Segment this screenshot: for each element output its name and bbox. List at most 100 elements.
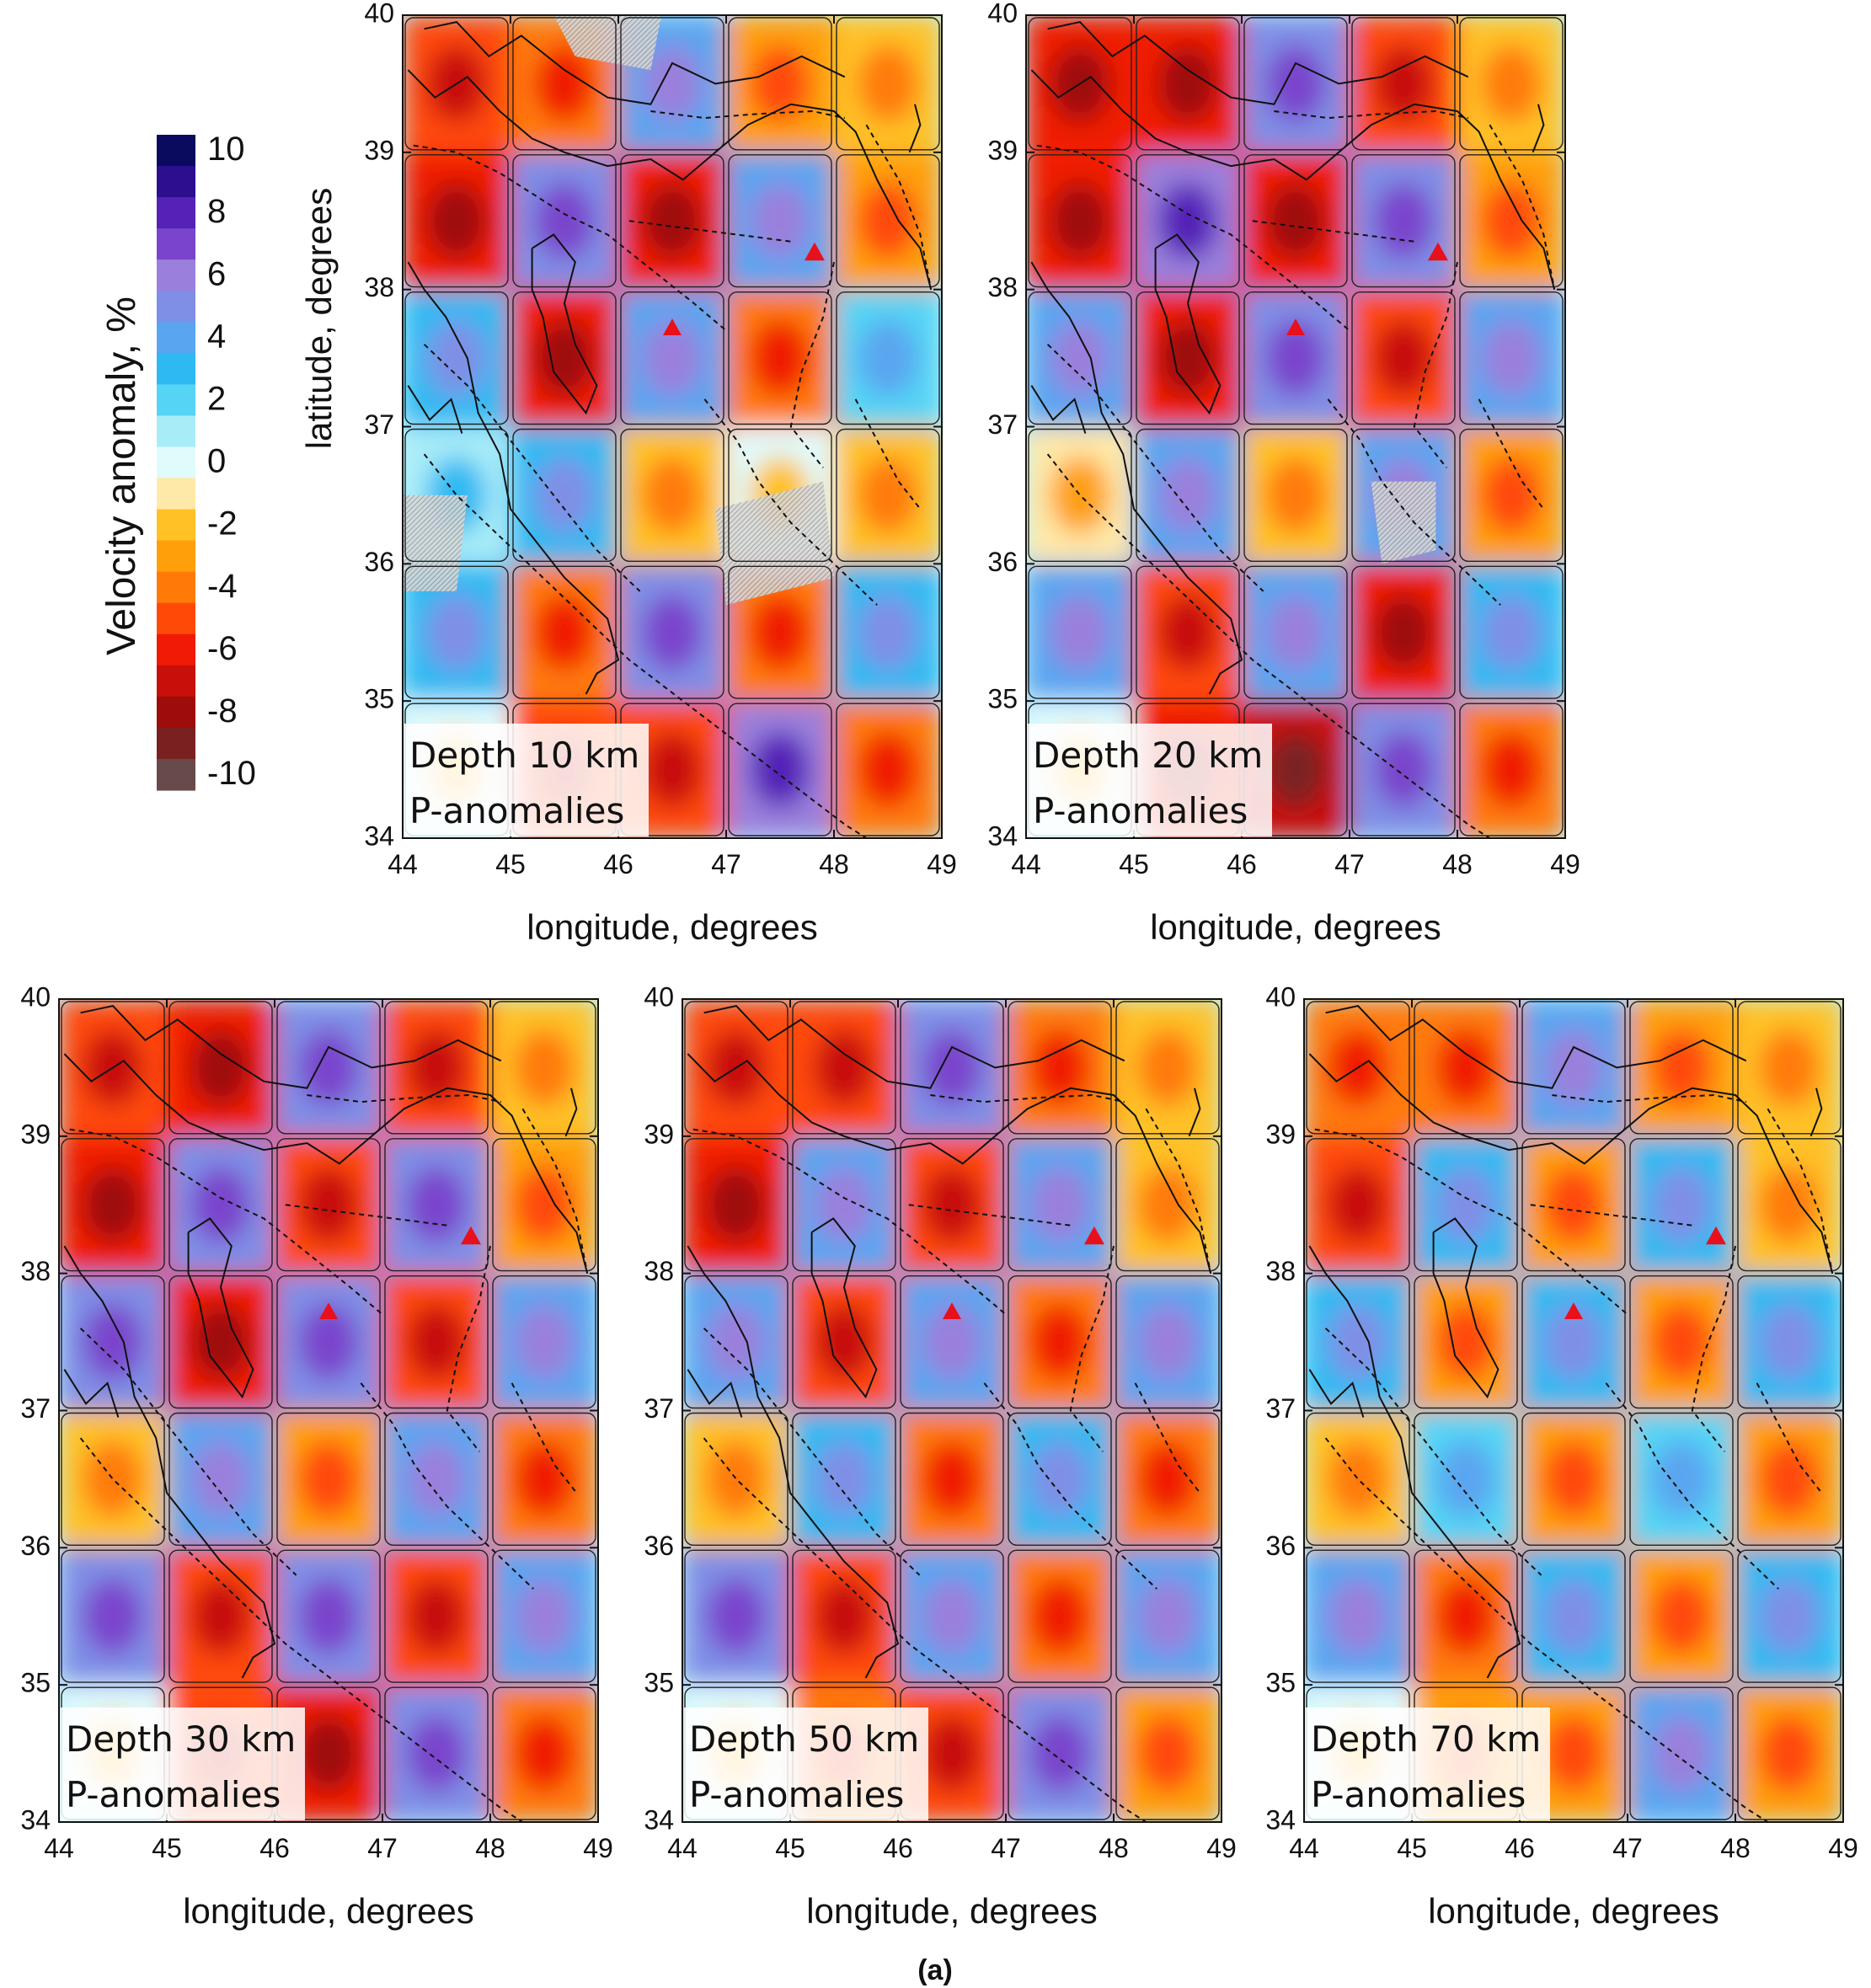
anomaly-core [1373,182,1434,259]
anomaly-core [1373,319,1434,397]
anomaly-cell-outline [1243,565,1348,699]
anomaly-core [83,1166,143,1243]
fault-line [79,1437,523,1822]
anomaly-cell-outline [1136,428,1240,563]
anomaly-cell-outline [792,1275,896,1409]
colorbar-swatch [157,696,195,729]
anomaly-core [1265,182,1326,259]
fault-line [1413,261,1458,468]
fault-line [692,1128,1007,1316]
anomaly-type: P-anomalies [1033,790,1248,831]
fault-line [703,1437,1147,1822]
anomaly-core [858,594,918,671]
anomaly-core [1265,457,1326,534]
anomaly-core [1373,731,1434,809]
anomaly-core [706,1578,767,1655]
anomaly-cell-outline [1351,565,1456,699]
volcano-marker [319,1302,338,1320]
anomaly-type: P-anomalies [1311,1774,1526,1815]
anomaly-cell-outline [1351,154,1456,288]
anomaly-core [1651,1578,1712,1655]
anomaly-cell-outline [168,1412,273,1547]
anomaly-core [642,731,703,809]
fault-line [1756,1382,1823,1494]
anomaly-cell-outline [900,1412,1004,1547]
anomaly-core [922,1578,982,1655]
depth-label-box: Depth 10 km P-anomalies [404,724,649,836]
fault-line [703,1328,921,1576]
anomaly-core [858,45,918,122]
anomaly-cell-outline [1459,291,1564,425]
anomaly-cell-outline [492,1412,596,1547]
anomaly-core [1137,1029,1198,1106]
anomaly-cell-outline [492,1275,596,1409]
colorbar-swatch [157,446,195,479]
y-tick-label: 36 [364,547,394,577]
anomaly-core [642,182,703,259]
anomaly-core [642,594,703,671]
colorbar-swatch [157,633,195,666]
anomaly-core [1651,1440,1712,1518]
anomaly-core [426,319,487,397]
anomaly-cell-outline [1629,1001,1734,1135]
anomaly-cell-outline [728,565,832,699]
coastline [1030,69,1556,290]
anomaly-cell-outline [1459,703,1564,836]
anomaly-core [1651,1715,1712,1793]
y-tick-label: 35 [644,1668,674,1698]
anomaly-cell-outline [1028,291,1132,425]
coastline [407,261,620,695]
x-tick-label: 47 [367,1833,398,1863]
y-tick-label: 40 [364,0,394,28]
anomaly-core [922,1303,982,1381]
map-panel-depth-70: 44 45 46 47 48 49 40 39 38 37 36 35 34 longitude, deg… [1265,981,1858,1931]
depth-label-box: Depth 30 km P-anomalies [61,1707,305,1820]
x-tick-label: 46 [1227,849,1257,879]
map-panel-depth-50: 44 45 46 47 48 49 40 39 38 37 36 35 34 longitude, deg… [644,981,1236,1931]
x-tick-label: 44 [1289,1833,1319,1863]
anomaly-cell-outline [684,1001,788,1135]
colorbar-tick-label: -8 [207,692,238,729]
anomaly-core [298,1029,359,1106]
anomaly-core [1050,594,1110,671]
anomaly-cell-outline [1351,17,1456,151]
x-axis-label: longitude, degrees [1150,907,1441,947]
anomaly-cell-outline [1737,1412,1842,1547]
depth-title: Depth 10 km [409,735,639,776]
anomaly-core [514,1029,575,1106]
anomaly-core [1137,1166,1198,1243]
volcano-marker [460,1226,481,1245]
anomaly-core [1137,1303,1198,1381]
anomaly-core [858,319,918,397]
anomaly-core [858,731,918,809]
coastline [1188,1088,1201,1137]
anomaly-core [1481,319,1542,397]
fault-line [1767,1108,1834,1274]
x-tick-label: 45 [1119,849,1149,879]
anomaly-core [190,1440,251,1518]
anomaly-core [1328,1303,1388,1381]
colorbar-swatch [157,727,195,760]
anomaly-core [814,1578,874,1655]
anomaly-cell-outline [1008,1412,1112,1547]
anomaly-cell-outline [836,154,940,288]
anomaly-cell-outline [1629,1275,1734,1409]
anomaly-cell-outline [1243,428,1348,563]
depth-label-box: Depth 70 km P-anomalies [1306,1707,1550,1820]
anomaly-core [814,1303,874,1381]
anomaly-cell-outline [512,565,617,699]
x-tick-label: 46 [259,1833,290,1863]
anomaly-cell-outline [684,1275,788,1409]
anomaly-cell-outline [836,428,940,563]
anomaly-cell-outline [1521,1412,1626,1547]
volcano-marker [1564,1302,1583,1320]
coastline [63,1369,120,1418]
anomaly-core [1029,1715,1090,1793]
anomaly-core [534,457,595,534]
anomaly-cell-outline [900,1275,1004,1409]
coastline [1810,1088,1823,1137]
y-tick-label: 40 [644,981,674,1012]
anomaly-core [190,1303,251,1381]
anomaly-core [1050,457,1110,534]
